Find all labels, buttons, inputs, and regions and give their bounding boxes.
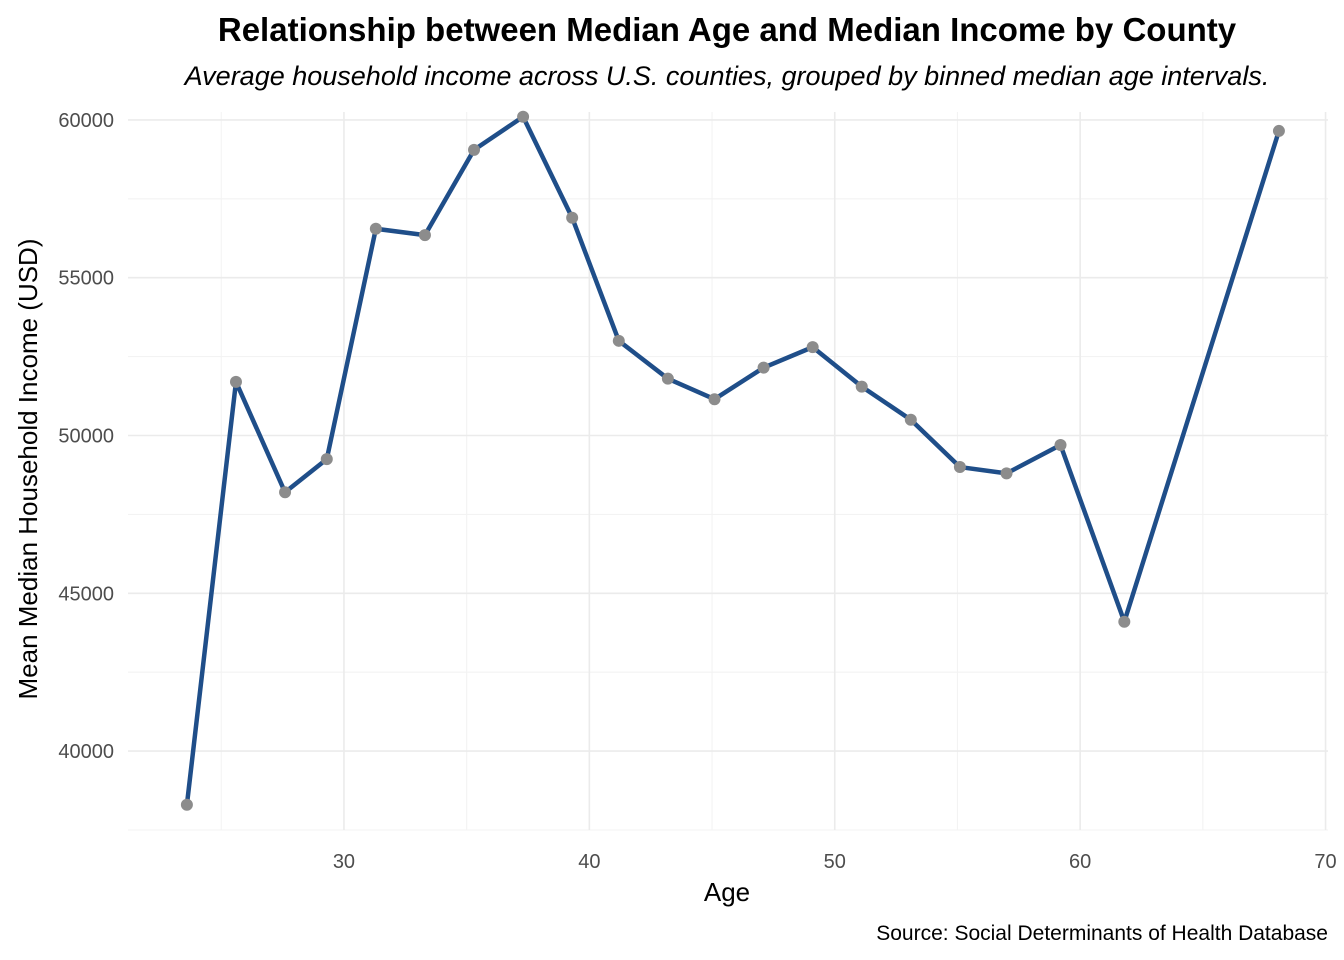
points-layer xyxy=(180,110,1285,811)
data-point xyxy=(904,413,917,426)
data-point xyxy=(517,110,530,123)
data-point xyxy=(418,229,431,242)
data-point xyxy=(708,393,721,406)
y-tick-label: 55000 xyxy=(58,268,114,290)
data-point xyxy=(612,334,625,347)
chart-title: Relationship between Median Age and Medi… xyxy=(218,11,1237,48)
major-gridlines xyxy=(128,112,1328,830)
data-point xyxy=(757,361,770,374)
x-axis-title: Age xyxy=(704,877,750,907)
data-point xyxy=(229,375,242,388)
data-point xyxy=(953,461,966,474)
y-tick-labels: 40000 45000 50000 55000 60000 xyxy=(58,110,114,763)
data-point xyxy=(320,453,333,466)
x-tick-label: 30 xyxy=(333,851,355,873)
data-point xyxy=(468,143,481,156)
data-point xyxy=(1118,615,1131,628)
x-tick-label: 40 xyxy=(578,851,600,873)
series-line xyxy=(184,114,1282,807)
data-point xyxy=(1054,438,1067,451)
y-tick-label: 50000 xyxy=(58,425,114,447)
chart-subtitle: Average household income across U.S. cou… xyxy=(183,61,1270,91)
data-point xyxy=(180,798,193,811)
data-point xyxy=(1000,467,1013,480)
x-tick-label: 70 xyxy=(1314,851,1336,873)
data-point xyxy=(661,372,674,385)
series-layer xyxy=(184,114,1282,807)
x-tick-label: 50 xyxy=(824,851,846,873)
y-axis-title: Mean Median Household Income (USD) xyxy=(13,239,43,700)
data-point xyxy=(855,380,868,393)
minor-gridlines xyxy=(128,112,1328,831)
x-tick-labels: 30 40 50 60 70 xyxy=(333,851,1337,873)
y-tick-label: 60000 xyxy=(58,110,114,132)
x-tick-label: 60 xyxy=(1069,851,1091,873)
data-point xyxy=(806,341,819,354)
chart-caption: Source: Social Determinants of Health Da… xyxy=(876,922,1328,945)
y-tick-label: 45000 xyxy=(58,583,114,605)
y-tick-label: 40000 xyxy=(58,741,114,763)
data-point xyxy=(369,222,382,235)
data-point xyxy=(566,211,579,224)
data-point xyxy=(1272,124,1285,137)
data-point xyxy=(279,486,292,499)
